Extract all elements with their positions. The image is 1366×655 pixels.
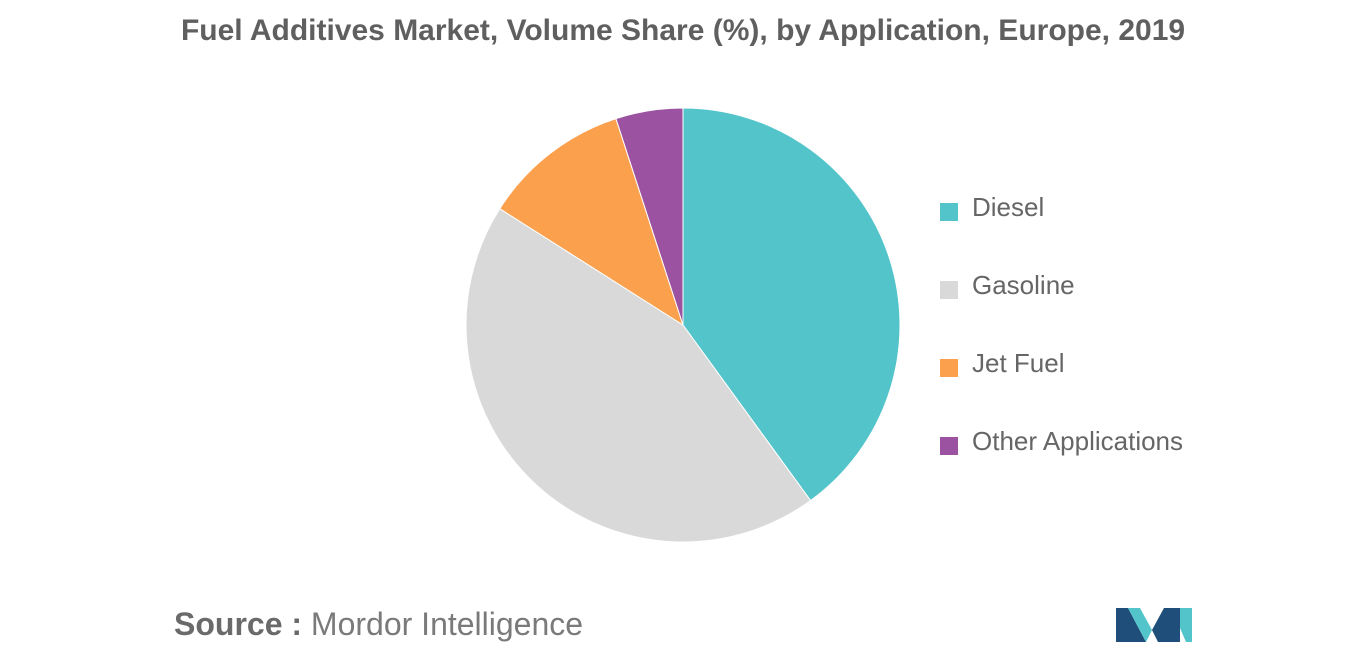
source-label: Source : (174, 606, 303, 642)
legend-label-other-applications: Other Applications (972, 426, 1184, 456)
pie-slices (465, 107, 901, 543)
legend-swatch-gasoline (940, 281, 958, 299)
pie-slice-jet-fuel (499, 117, 684, 327)
source-text: Mordor Intelligence (310, 606, 584, 642)
mordor-intelligence-logo-icon (1116, 608, 1192, 642)
legend-swatch-other-applications (940, 437, 958, 455)
chart-title: Fuel Additives Market, Volume Share (%),… (180, 14, 1186, 47)
pie-slice-other-applications (615, 107, 684, 326)
pie-slice-gasoline (465, 208, 812, 543)
legend-swatch-jet-fuel (940, 359, 958, 377)
legend-label-jet-fuel: Jet Fuel (972, 348, 1065, 378)
pie-slice-diesel (682, 107, 901, 502)
legend-label-diesel: Diesel (972, 192, 1045, 222)
legend-label-gasoline: Gasoline (972, 270, 1075, 300)
legend-swatch-diesel (940, 203, 958, 221)
source-note: Source : Mordor Intelligence (174, 606, 583, 643)
